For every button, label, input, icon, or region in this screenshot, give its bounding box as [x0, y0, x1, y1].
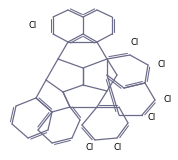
Text: Cl: Cl [29, 20, 37, 29]
Text: Cl: Cl [114, 143, 122, 152]
Text: Cl: Cl [86, 143, 94, 152]
Text: Cl: Cl [157, 60, 165, 68]
Text: Cl: Cl [148, 113, 156, 123]
Text: Cl: Cl [163, 96, 171, 104]
Text: Cl: Cl [131, 38, 139, 47]
